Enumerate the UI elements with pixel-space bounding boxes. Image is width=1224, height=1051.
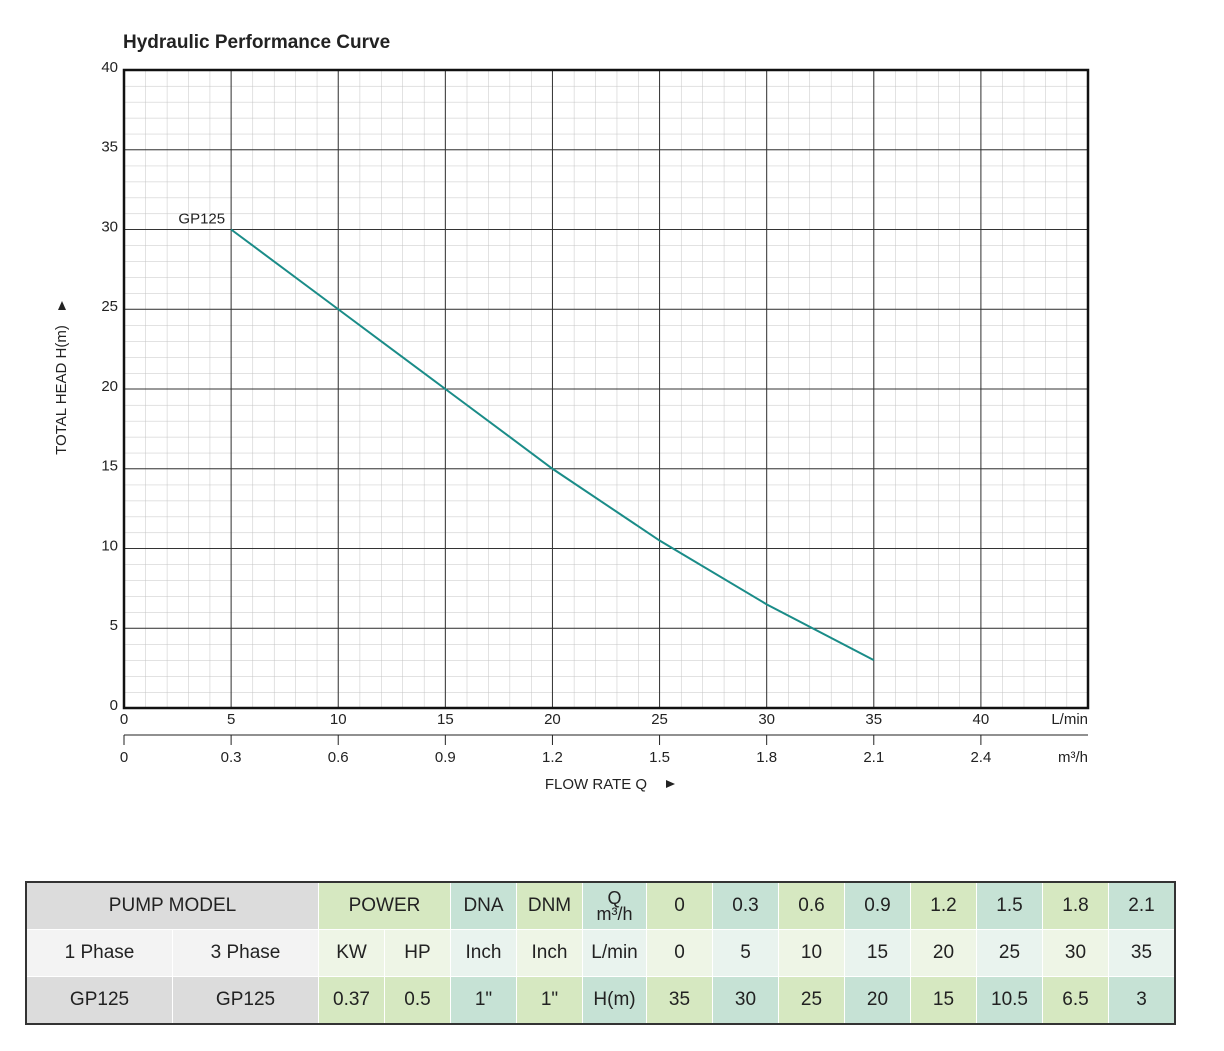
table-cell: POWER <box>318 881 451 930</box>
table-cell: GP125 <box>172 976 319 1025</box>
x-unit: L/min <box>1051 711 1088 728</box>
y-tick-label: 15 <box>101 458 118 475</box>
table-cell: 0.37 <box>318 976 385 1025</box>
table-cell: 3 <box>1108 976 1176 1025</box>
table-cell: GP125 <box>25 976 173 1025</box>
table-cell: 20 <box>844 976 911 1025</box>
table-cell: 1.8 <box>1042 881 1109 930</box>
y-arrow <box>58 301 66 310</box>
y-axis-label: TOTAL HEAD H(m) <box>53 325 70 455</box>
table-cell: 1.2 <box>910 881 977 930</box>
y-tick-label: 10 <box>101 537 118 554</box>
y-tick-label: 20 <box>101 378 118 395</box>
table-cell: H(m) <box>582 976 647 1025</box>
table-cell: L/min <box>582 929 647 977</box>
table-cell: 1 Phase <box>25 929 173 977</box>
x2-tick-label: 1.5 <box>649 749 670 766</box>
chart-title: Hydraulic Performance Curve <box>123 32 390 53</box>
x2-tick-label: 0.9 <box>435 749 456 766</box>
x-tick-label: 30 <box>758 711 775 728</box>
y-tick-label: 0 <box>110 697 118 714</box>
table-cell: 3 Phase <box>172 929 319 977</box>
table-cell: 5 <box>712 929 779 977</box>
x-arrow <box>666 780 675 788</box>
table-cell: 1.5 <box>976 881 1043 930</box>
table-row: GP125 GP125 0.37 0.5 1" 1" H(m) 35 30 25 20 15 10.5 6… <box>25 976 1176 1025</box>
table-cell: 25 <box>778 976 845 1025</box>
table-cell: 0.3 <box>712 881 779 930</box>
x2-tick-label: 1.8 <box>756 749 777 766</box>
table-cell: Inch <box>450 929 517 977</box>
cell-text: Q <box>607 888 622 908</box>
x-tick-label: 10 <box>330 711 347 728</box>
table-cell: 10 <box>778 929 845 977</box>
table-cell: 35 <box>1108 929 1176 977</box>
table-cell: 0.6 <box>778 881 845 930</box>
table-cell: HP <box>384 929 451 977</box>
x2-tick-label: 0.6 <box>328 749 349 766</box>
y-tick-label: 40 <box>101 59 118 76</box>
table-cell: 0 <box>646 881 713 930</box>
chart: Hydraulic Performance Curve TOTAL HEAD H… <box>53 32 1090 793</box>
x-tick-label: 20 <box>544 711 561 728</box>
x2-tick-label: 0 <box>120 749 128 766</box>
x-tick-label: 5 <box>227 711 235 728</box>
table-cell: 0 <box>646 929 713 977</box>
x-tick-label: 35 <box>865 711 882 728</box>
y-tick-label: 5 <box>110 617 118 634</box>
x2-tick-label: 2.1 <box>863 749 884 766</box>
x2-tick-label: 0.3 <box>221 749 242 766</box>
curve <box>230 228 875 662</box>
plot-frame <box>122 68 1090 710</box>
table-cell: 1" <box>516 976 583 1025</box>
x-tick-label: 40 <box>973 711 990 728</box>
y-tick-label: 30 <box>101 218 118 235</box>
table-cell: DNA <box>450 881 517 930</box>
table-cell: 1" <box>450 976 517 1025</box>
table-cell: 15 <box>844 929 911 977</box>
x-axis-label: FLOW RATE Q <box>545 776 647 793</box>
y-tick-label: 35 <box>101 139 118 156</box>
x2-tick-label: 2.4 <box>970 749 991 766</box>
table-cell: 25 <box>976 929 1043 977</box>
cell-text: m³/h <box>596 904 633 924</box>
table-cell: DNM <box>516 881 583 930</box>
x-tick-label: 0 <box>120 711 128 728</box>
table-cell: 35 <box>646 976 713 1025</box>
x2-tick-label: 1.2 <box>542 749 563 766</box>
y-tick-label: 25 <box>101 298 118 315</box>
table-cell: KW <box>318 929 385 977</box>
table-cell: 30 <box>1042 929 1109 977</box>
table-row: 1 Phase 3 Phase KW HP Inch Inch L/min 0 5 10 15 20 2… <box>25 929 1176 977</box>
x-tick-label: 25 <box>651 711 668 728</box>
table-cell: 6.5 <box>1042 976 1109 1025</box>
x2-unit: m³/h <box>1058 749 1088 766</box>
x-tick-label: 15 <box>437 711 454 728</box>
table-cell: 30 <box>712 976 779 1025</box>
table-cell: 20 <box>910 929 977 977</box>
table-cell: PUMP MODEL <box>25 881 319 930</box>
table-cell: 2.1 <box>1108 881 1176 930</box>
table-cell: 10.5 <box>976 976 1043 1025</box>
series-label: GP125 <box>178 210 225 227</box>
table-cell: 15 <box>910 976 977 1025</box>
table-cell: 0.5 <box>384 976 451 1025</box>
table-cell: 0.9 <box>844 881 911 930</box>
table-cell: Inch <box>516 929 583 977</box>
